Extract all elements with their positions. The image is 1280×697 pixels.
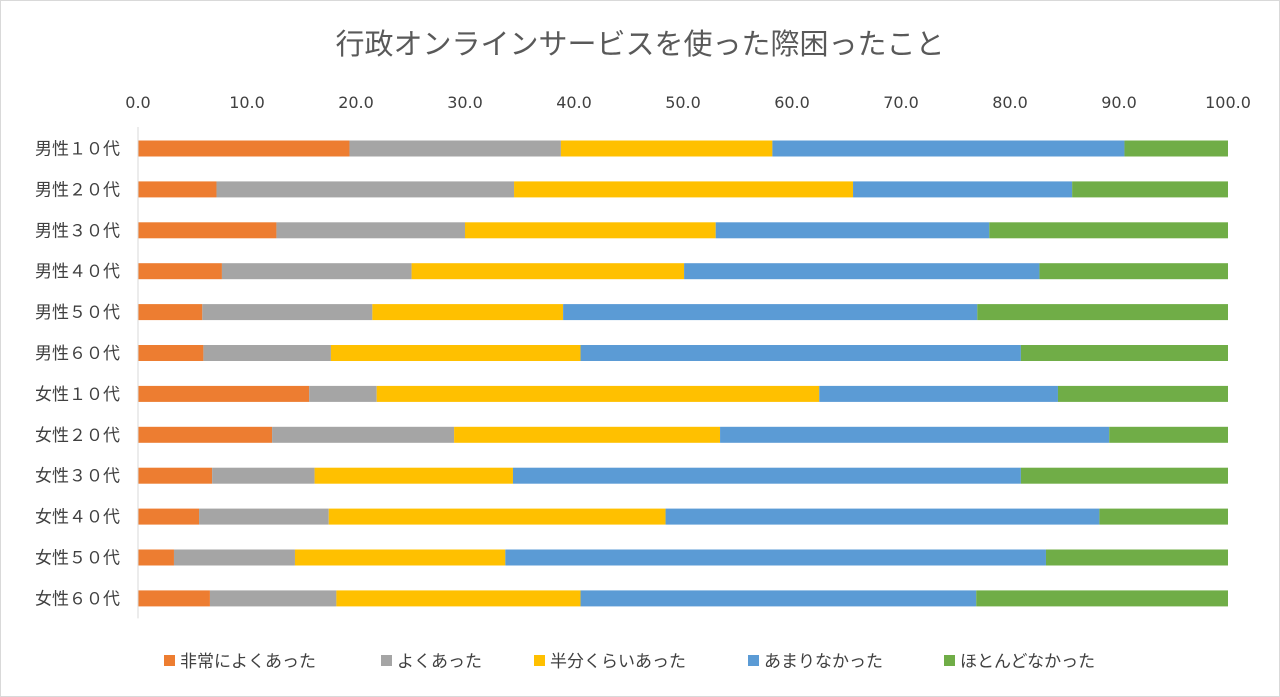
bar-segment	[138, 140, 350, 157]
y-category-label: 女性３０代	[35, 467, 120, 487]
bar-segment	[1057, 385, 1228, 402]
bar-segment	[138, 222, 277, 239]
x-tick-label: 0.0	[125, 93, 150, 112]
y-category-label: 女性２０代	[35, 426, 120, 446]
bar-segment	[1045, 549, 1228, 566]
x-tick-label: 70.0	[883, 93, 919, 112]
bar-segment	[203, 345, 331, 361]
legend-label: あまりなかった	[764, 652, 883, 672]
y-category-label: 男性６０代	[35, 344, 120, 364]
bar-segment	[512, 467, 1021, 484]
bar-segment	[454, 426, 721, 443]
bar-segment	[853, 181, 1073, 198]
bar-segment	[336, 590, 581, 607]
bar-segment	[819, 385, 1058, 402]
bar-segment	[138, 590, 210, 607]
legend-swatch	[534, 655, 545, 666]
x-tick-label: 50.0	[665, 93, 701, 112]
bar-segment	[173, 549, 295, 566]
bars	[138, 140, 1228, 607]
bar-segment	[272, 426, 455, 443]
y-category-label: 女性１０代	[35, 385, 120, 405]
bar-segment	[294, 549, 506, 566]
bar-segment	[1099, 508, 1228, 525]
bar-segment	[684, 263, 1040, 280]
bar-segment	[138, 263, 222, 280]
bar-segment	[772, 140, 1125, 157]
chart-title: 行政オンラインサービスを使った際困ったこと	[335, 27, 944, 61]
bar-segment	[199, 508, 329, 525]
y-category-label: 男性３０代	[35, 221, 120, 241]
bar-segment	[138, 467, 213, 484]
bar-segment	[309, 385, 377, 402]
bar-segment	[202, 304, 373, 321]
y-category-label: 女性５０代	[35, 549, 120, 569]
bar-segment	[138, 181, 217, 198]
y-category-label: 男性２０代	[35, 180, 120, 200]
bar-segment	[1039, 263, 1228, 280]
bar-segment	[138, 508, 200, 525]
x-tick-label: 90.0	[1101, 93, 1137, 112]
legend-label: 非常によくあった	[180, 652, 316, 672]
bar-segment	[209, 590, 337, 607]
bar-segment	[138, 426, 273, 443]
bar-segment	[665, 508, 1100, 525]
bar-segment	[514, 181, 854, 198]
x-tick-label: 40.0	[556, 93, 592, 112]
legend-swatch	[164, 655, 175, 666]
bar-segment	[1020, 467, 1228, 484]
bar-segment	[276, 222, 465, 239]
bar-segment	[328, 508, 666, 525]
bar-segment	[221, 263, 412, 280]
y-category-label: 女性６０代	[35, 589, 120, 609]
bar-segment	[216, 181, 515, 198]
x-tick-label: 80.0	[992, 93, 1028, 112]
x-tick-label: 30.0	[447, 93, 483, 112]
bar-segment	[1124, 140, 1228, 157]
bar-segment	[138, 345, 204, 361]
x-tick-label: 100.0	[1205, 93, 1251, 112]
bar-segment	[989, 222, 1228, 239]
legend-label: 半分くらいあった	[550, 652, 686, 672]
bar-segment	[465, 222, 716, 239]
bar-segment	[580, 345, 1021, 361]
x-tick-label: 60.0	[774, 93, 810, 112]
bar-segment	[505, 549, 1046, 566]
x-tick-label: 10.0	[229, 93, 265, 112]
y-category-label: 女性４０代	[35, 508, 120, 528]
legend-label: ほとんどなかった	[960, 652, 1095, 672]
bar-segment	[1020, 345, 1228, 361]
bar-segment	[314, 467, 513, 484]
bar-segment	[976, 590, 1228, 607]
x-tick-label: 20.0	[338, 93, 374, 112]
bar-segment	[376, 385, 820, 402]
x-axis-ticks: 0.0 10.0 20.0 30.0 40.0 50.0 60.0 70.0 80.0 90.0 1…	[125, 93, 1251, 112]
legend-swatch	[944, 655, 955, 666]
bar-segment	[372, 304, 564, 321]
bar-segment	[1072, 181, 1228, 198]
bar-segment	[138, 304, 203, 321]
bar-segment	[138, 385, 310, 402]
bar-segment	[330, 345, 581, 361]
bar-segment	[138, 549, 174, 566]
bar-segment	[349, 140, 561, 157]
bar-segment	[563, 304, 978, 321]
legend-label: よくあった	[397, 652, 482, 672]
legend-swatch	[748, 655, 759, 666]
bar-segment	[560, 140, 773, 157]
bar-segment	[715, 222, 990, 239]
y-category-label: 男性５０代	[35, 303, 120, 323]
bar-segment	[720, 426, 1110, 443]
y-category-label: 男性１０代	[35, 140, 120, 160]
bar-segment	[580, 590, 977, 607]
legend-swatch	[381, 655, 392, 666]
y-axis-labels: 男性１０代男性２０代男性３０代男性４０代男性５０代男性６０代女性１０代女性２０代…	[35, 140, 120, 610]
bar-segment	[977, 304, 1228, 321]
bar-segment	[212, 467, 315, 484]
y-category-label: 男性４０代	[35, 262, 120, 282]
bar-segment	[1109, 426, 1228, 443]
legend: 非常によくあった よくあった 半分くらいあった あまりなかった ほとんどなかった	[164, 652, 1095, 672]
bar-segment	[411, 263, 685, 280]
